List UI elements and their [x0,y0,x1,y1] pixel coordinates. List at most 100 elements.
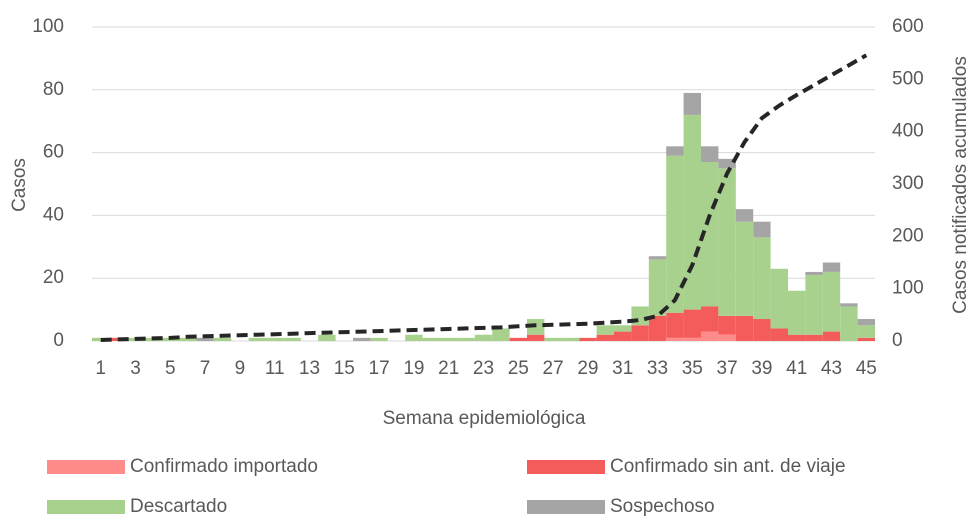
bar [683,114,701,310]
bar [718,168,736,316]
legend-label: Confirmado importado [130,456,318,477]
x-tick-label: 7 [200,358,211,379]
bar [701,331,719,341]
y2-tick-label: 100 [892,278,924,299]
bar [805,271,823,276]
bar [718,334,736,341]
cumulative-line [100,53,868,342]
bar [666,312,684,338]
bar [666,155,684,313]
y2-tick-label: 200 [892,225,924,246]
legend-label: Confirmado sin ant. de viaje [610,456,846,477]
x-tick-label: 43 [821,358,842,379]
bar [857,325,875,338]
x-tick-label: 11 [265,358,285,379]
bar [840,306,858,341]
y2-tick-label: 500 [892,68,924,89]
bar [718,315,736,335]
bar [614,325,632,332]
bar [718,158,736,169]
x-tick-label: 9 [235,358,246,379]
x-tick-label: 17 [369,358,390,379]
legend-swatch [47,500,125,514]
y2-axis-title: Casos notificados acumulados [950,56,971,314]
bar [648,256,667,260]
y-tick-label: 80 [43,79,64,100]
bar [735,221,754,316]
y-tick-label: 60 [43,142,64,163]
bar [266,337,284,341]
bar [770,328,788,341]
bar [179,337,197,341]
bar [666,337,684,341]
bar [544,337,562,341]
bar [596,334,614,341]
x-tick-label: 27 [543,358,564,379]
legend-swatch [47,460,125,474]
bar [753,319,771,341]
bar [735,315,754,341]
x-tick-label: 35 [682,358,703,379]
y2-tick-label: 600 [892,16,924,37]
bar [683,337,701,341]
y-tick-label: 100 [32,16,64,37]
bar [701,146,719,163]
x-tick-label: 45 [856,358,877,379]
bar [561,337,580,341]
bar [701,306,719,332]
bar [492,328,510,341]
bar [422,337,440,341]
bar [213,337,232,341]
bar [822,262,841,272]
bar [370,337,388,341]
x-tick-label: 25 [508,358,529,379]
x-tick-label: 33 [647,358,668,379]
x-tick-label: 13 [299,358,320,379]
bar [805,275,823,335]
bar [735,209,754,222]
bar [683,92,701,115]
y2-tick-label: 400 [892,121,924,142]
y-axis-title: Casos [9,158,30,212]
bar [405,334,423,341]
bar [648,315,667,341]
legend-swatch [527,460,605,474]
bar [822,271,841,332]
x-tick-label: 31 [612,358,633,379]
bar [474,334,493,341]
bar [248,337,266,341]
x-tick-label: 1 [95,358,106,379]
x-tick-label: 19 [403,358,424,379]
bar [666,146,684,156]
x-tick-label: 5 [165,358,176,379]
y-tick-label: 0 [53,330,64,351]
y2-tick-label: 0 [892,330,903,351]
bar [457,337,475,341]
legend-label: Descartado [130,496,227,517]
bar [631,325,649,341]
x-tick-label: 15 [334,358,355,379]
bar [283,337,301,341]
bar [579,337,597,341]
bar [788,334,806,341]
x-tick-label: 3 [130,358,141,379]
bar [753,221,771,238]
bar [701,162,719,307]
bar [614,331,632,341]
bar [788,290,806,335]
bar [596,325,614,335]
bar [527,334,545,341]
y-tick-label: 20 [43,267,64,288]
bar [822,331,841,341]
legend-swatch [527,500,605,514]
x-tick-label: 29 [577,358,598,379]
x-tick-label: 21 [438,358,459,379]
y2-tick-label: 300 [892,173,924,194]
legend-label: Sospechoso [610,496,715,517]
bar [683,309,701,338]
bar [318,334,336,341]
bar [857,337,875,341]
bar [648,259,667,316]
